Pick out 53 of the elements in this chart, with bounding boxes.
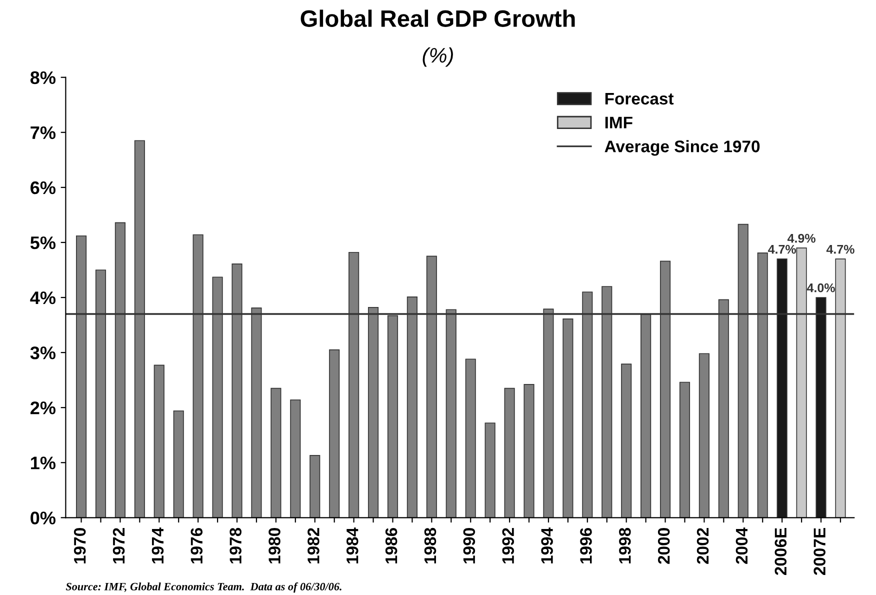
legend-label: Forecast [605,92,674,105]
data-label: 4.7% [768,244,796,254]
x-tick-label: 1990 [463,528,476,564]
bar [270,388,282,518]
chart-subtitle: (%) [422,47,453,67]
bar [562,318,574,518]
x-tick-label: 1998 [619,528,631,564]
bar [290,399,301,518]
x-tick-label: 1974 [152,527,164,564]
bar [698,353,710,518]
bar [504,388,515,518]
x-tick-label: 2002 [696,528,709,564]
x-tick-label: 1984 [346,527,358,564]
source-note: Source: IMF, Global Economics Team. Data as of 06/30/06. [66,582,342,593]
data-label: 4.9% [787,234,816,243]
y-tick-label: 4% [30,291,56,304]
x-tick-label: 1996 [580,528,592,564]
x-tick-label: 1982 [308,528,320,564]
x-tick-label: 1978 [230,528,242,564]
x-tick-label: 2004 [736,527,748,564]
legend-label: IMF [605,116,632,128]
y-tick-label: 7% [30,126,56,140]
x-tick-label: 2007E [814,528,826,575]
y-tick-label: 1% [31,456,56,470]
x-tick-label: 1988 [424,528,436,564]
y-tick-label: 5% [30,236,56,250]
legend-label: Average Since 1970 [604,140,760,156]
y-tick-label: 2% [30,402,56,414]
x-tick-label: 1976 [190,528,203,564]
x-tick-label: 1970 [74,528,86,564]
x-tick-label: 1980 [268,528,280,564]
x-tick-label: 1994 [541,527,553,564]
x-tick-label: 2000 [658,528,670,564]
x-tick-label: 1986 [385,528,398,564]
bar [484,422,496,518]
bar [173,410,184,518]
data-label: 4.0% [806,283,835,292]
y-tick-label: 8% [30,71,56,84]
x-tick-label: 1972 [112,528,125,564]
bar [154,364,164,518]
y-tick-label: 3% [30,346,56,360]
data-label: 4.7% [826,244,854,254]
bar [621,364,632,518]
y-tick-label: 6% [30,181,56,194]
bar [465,358,476,518]
x-tick-label: 1992 [502,528,514,564]
bar [329,349,340,518]
y-tick-label: 0% [30,512,56,524]
bar [524,384,534,518]
bar [679,382,690,518]
x-tick-label: 2006E [774,528,787,575]
chart-title: Global Real GDP Growth [300,10,575,28]
bar [310,455,320,518]
